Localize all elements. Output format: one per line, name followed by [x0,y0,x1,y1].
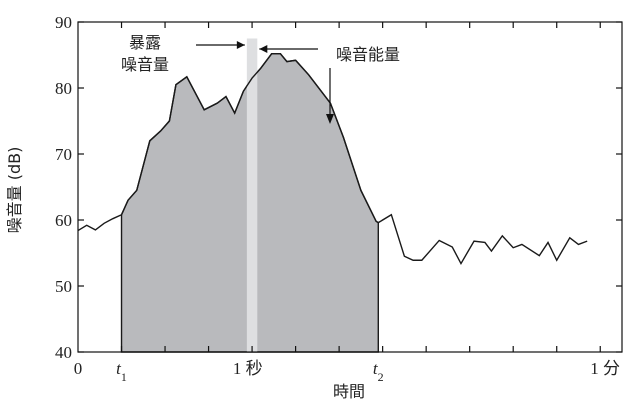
exposure-arrowhead-left [236,41,245,49]
energy-arrowhead [326,114,334,124]
exposure-label-line-2: 噪音量 [121,55,169,74]
exposure-arrowhead-right [259,45,268,53]
x-axis-label: 時間 [333,382,365,401]
plot-area: 40 50 60 70 80 90 0 t1 1 秒 t2 1 分 [55,13,623,384]
x-tick-label: 1 秒 [233,359,263,378]
energy-label: 噪音能量 [336,45,400,64]
x-tick-label: t1 [116,359,127,384]
x-tick-label: 0 [74,359,83,378]
y-tick-label: 70 [55,145,72,164]
plot-frame [77,21,623,353]
y-axis-label: 噪音量 (dB) [5,147,24,234]
x-tick-label: t2 [373,359,384,384]
exposure-label-line-1: 暴露 [129,33,161,52]
y-tick-label: 40 [55,343,72,362]
y-tick-label: 50 [55,277,72,296]
y-tick-label: 60 [55,211,72,230]
y-tick-label: 80 [55,79,72,98]
exposure-window-band [246,38,258,352]
x-tick-label: 1 分 [590,359,620,378]
y-tick-label: 90 [55,13,72,32]
noise-level-line [77,52,588,266]
